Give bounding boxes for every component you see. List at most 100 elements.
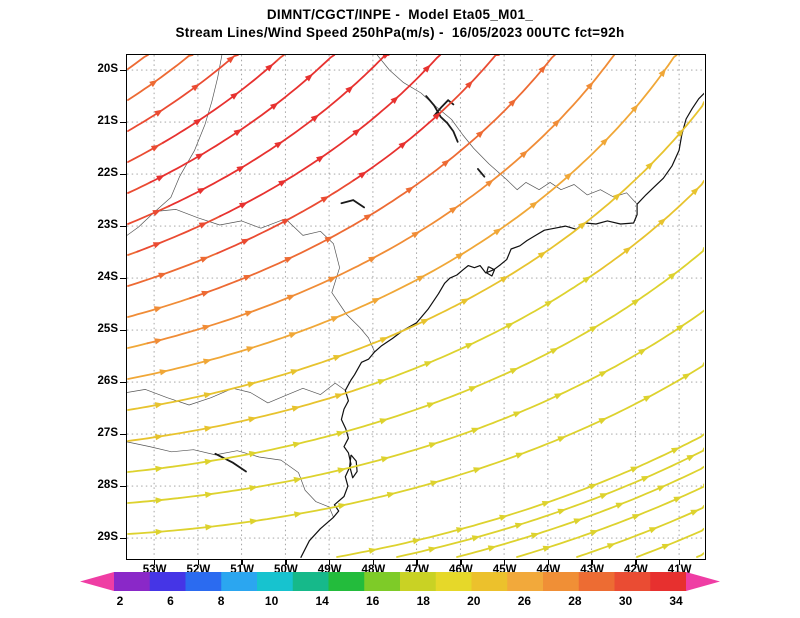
flow-arrowhead-icon — [327, 276, 337, 283]
y-axis-tick — [120, 329, 127, 332]
flow-arrowhead-icon — [201, 290, 210, 297]
y-axis-label: 29S — [97, 530, 118, 543]
streamline — [127, 362, 704, 535]
flow-arrowhead-icon — [441, 159, 450, 167]
colorbar-left-arrow-icon — [80, 572, 114, 591]
flow-arrowhead-icon — [345, 85, 354, 94]
water-body — [214, 452, 247, 473]
flow-arrowhead-icon — [202, 324, 211, 331]
flow-arrowhead-icon — [657, 485, 666, 492]
flow-arrowhead-icon — [549, 347, 559, 355]
flow-arrowhead-icon — [455, 252, 465, 260]
flow-arrowhead-icon — [204, 491, 214, 498]
colorbar-segment — [471, 572, 508, 591]
flow-arrowhead-icon — [198, 222, 208, 229]
flow-arrowhead-icon — [557, 508, 567, 515]
flow-arrowhead-icon — [509, 367, 519, 375]
flow-arrowhead-icon — [493, 228, 502, 236]
y-axis-tick — [120, 433, 127, 436]
streamline — [127, 309, 704, 504]
flow-arrowhead-icon — [358, 171, 367, 179]
flow-arrowhead-icon — [564, 172, 573, 181]
state-border — [127, 441, 334, 518]
y-axis-label: 28S — [97, 478, 118, 491]
flow-arrowhead-icon — [236, 165, 246, 173]
flow-arrowhead-icon — [428, 546, 437, 553]
flow-arrowhead-icon — [643, 395, 652, 402]
flow-arrowhead-icon — [310, 114, 320, 123]
streamline — [696, 552, 704, 558]
colorbar-segment — [507, 572, 544, 591]
flow-arrowhead-icon — [204, 458, 214, 466]
chart-title: DIMNT/CGCT/INPE - Model Eta05_M01_ — [266, 7, 534, 22]
flow-arrowhead-icon — [582, 276, 592, 284]
flow-arrowhead-icon — [485, 179, 494, 187]
flow-arrowhead-icon — [249, 518, 259, 525]
y-axis-label: 24S — [97, 270, 118, 283]
flow-arrowhead-icon — [638, 348, 647, 356]
flow-arrowhead-icon — [682, 373, 691, 380]
colorbar-segment — [578, 572, 615, 591]
flow-arrowhead-icon — [241, 238, 250, 245]
flow-arrowhead-icon — [505, 322, 515, 330]
flow-arrowhead-icon — [203, 358, 212, 365]
flow-arrowhead-icon — [673, 496, 683, 503]
flow-arrowhead-icon — [246, 346, 255, 353]
flow-arrowhead-icon — [631, 514, 641, 521]
x-axis-tick — [241, 559, 243, 565]
flow-arrowhead-icon — [411, 231, 421, 239]
flow-arrowhead-icon — [149, 79, 158, 88]
flow-arrowhead-icon — [155, 497, 164, 504]
flow-arrowhead-icon — [606, 543, 616, 550]
flow-arrowhead-icon — [382, 55, 389, 59]
water-body — [477, 168, 486, 178]
flow-arrowhead-icon — [247, 381, 256, 388]
flow-arrowhead-icon — [690, 187, 699, 196]
flow-arrowhead-icon — [513, 411, 522, 418]
streamline — [352, 111, 442, 182]
flow-arrowhead-icon — [600, 137, 609, 146]
colorbar-tick-label: 26 — [517, 594, 532, 608]
flow-arrowhead-icon — [598, 370, 608, 378]
colorbar-segment — [292, 572, 329, 591]
flow-arrowhead-icon — [430, 480, 439, 487]
colorbar-tick-label: 16 — [366, 594, 380, 608]
flow-arrowhead-icon — [648, 527, 658, 534]
colorbar-tick-label: 6 — [167, 594, 174, 608]
x-axis-tick — [328, 559, 331, 565]
flow-arrowhead-icon — [152, 209, 162, 216]
flow-arrowhead-icon — [193, 118, 203, 126]
flow-arrowhead-icon — [585, 81, 594, 90]
flow-arrowhead-icon — [352, 128, 361, 137]
wind-speed-colorbar — [80, 572, 720, 591]
streamline — [576, 504, 704, 558]
flow-arrowhead-icon — [428, 442, 438, 449]
flow-arrowhead-icon — [589, 325, 598, 333]
flow-arrowhead-icon — [499, 514, 508, 521]
colorbar-tick-label: 14 — [315, 594, 329, 608]
coastline — [300, 92, 704, 558]
chart-subtitle: Stream Lines/Wind Speed 250hPa(m/s) - 16… — [175, 25, 625, 40]
streamline — [162, 60, 278, 144]
y-axis-tick — [120, 537, 127, 540]
flow-arrowhead-icon — [158, 272, 167, 279]
flow-arrowhead-icon — [487, 545, 497, 552]
y-axis-label: 20S — [97, 62, 118, 75]
flow-arrowhead-icon — [379, 337, 389, 344]
y-axis-tick — [120, 485, 127, 488]
flow-arrowhead-icon — [386, 491, 396, 499]
flow-arrowhead-icon — [243, 274, 252, 281]
flow-arrowhead-icon — [544, 300, 554, 308]
y-axis-tick — [120, 69, 127, 72]
colorbar-tick-label: 2 — [116, 594, 124, 608]
flow-arrowhead-icon — [338, 503, 347, 510]
flow-arrowhead-icon — [150, 144, 160, 152]
colorbar-segment — [221, 572, 258, 591]
flow-arrowhead-icon — [239, 202, 248, 209]
flow-arrowhead-icon — [153, 306, 163, 313]
y-axis-label: 26S — [97, 374, 118, 387]
colorbar-tick-label: 10 — [264, 594, 279, 608]
y-axis-label: 21S — [97, 114, 118, 127]
flow-arrowhead-icon — [456, 527, 465, 534]
